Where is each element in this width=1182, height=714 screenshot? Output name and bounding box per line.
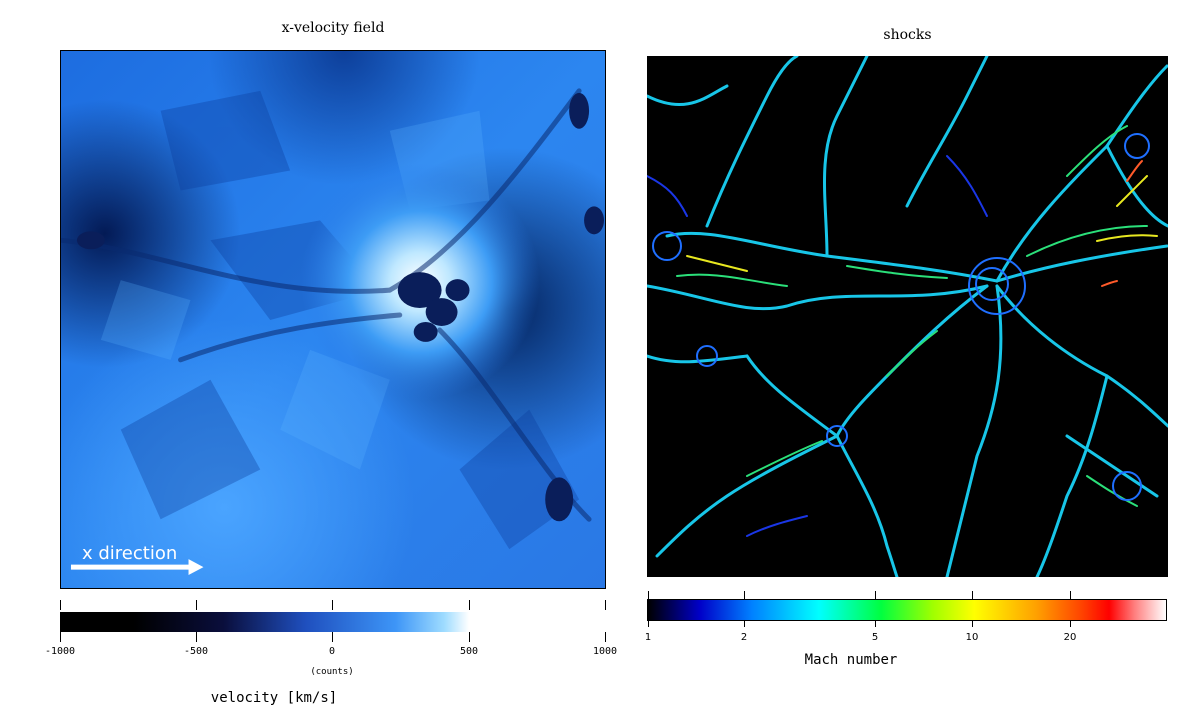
left-cbar-tick-label: -1000 [44, 646, 76, 657]
right-cbar-tick-label: 2 [740, 632, 748, 643]
left-cbar-sublabel: (counts) [310, 667, 354, 677]
right-cbar-tick-top [972, 591, 973, 599]
shocks-image [647, 56, 1168, 577]
left-cbar-tick-top [332, 600, 333, 610]
right-cbar-tick-top [1070, 591, 1071, 599]
left-cbar-tick-top [60, 600, 61, 610]
right-panel-title: shocks [883, 27, 932, 43]
right-cbar-tick-label: 5 [871, 632, 879, 643]
right-cbar-tick-top [648, 591, 649, 599]
right-cbar-tick-top [875, 591, 876, 599]
left-cbar-tick-label: 500 [459, 646, 479, 657]
x-velocity-image [60, 50, 606, 589]
left-cbar-tick-bottom [469, 632, 470, 642]
left-cbar-tick-label: -500 [183, 646, 209, 657]
right-cbar-tick-bottom [972, 621, 973, 627]
left-cbar-tick-bottom [332, 632, 333, 642]
left-cbar-tick-bottom [605, 632, 606, 642]
left-cbar-tick-bottom [60, 632, 61, 642]
right-cbar-tick-label: 1 [644, 632, 652, 643]
left-cbar-tick-top [605, 600, 606, 610]
right-cbar-tick-label: 20 [1063, 632, 1077, 643]
right-cbar-tick-label: 10 [965, 632, 979, 643]
right-cbar-label: Mach number [804, 652, 898, 668]
left-panel-title: x-velocity field [281, 20, 385, 36]
left-cbar-label: velocity [km/s] [210, 690, 338, 706]
left-cbar-tick-label: 0 [328, 646, 336, 657]
velocity-colorbar [60, 612, 469, 632]
left-cbar-tick-top [196, 600, 197, 610]
right-cbar-tick-bottom [875, 621, 876, 627]
right-cbar-tick-bottom [744, 621, 745, 627]
left-cbar-tick-top [469, 600, 470, 610]
right-cbar-tick-bottom [648, 621, 649, 627]
right-cbar-tick-top [744, 591, 745, 599]
x-direction-label: x direction [82, 543, 178, 564]
mach-number-colorbar [647, 599, 1167, 621]
left-cbar-tick-bottom [196, 632, 197, 642]
left-cbar-tick-label: 1000 [592, 646, 618, 657]
right-cbar-tick-bottom [1070, 621, 1071, 627]
